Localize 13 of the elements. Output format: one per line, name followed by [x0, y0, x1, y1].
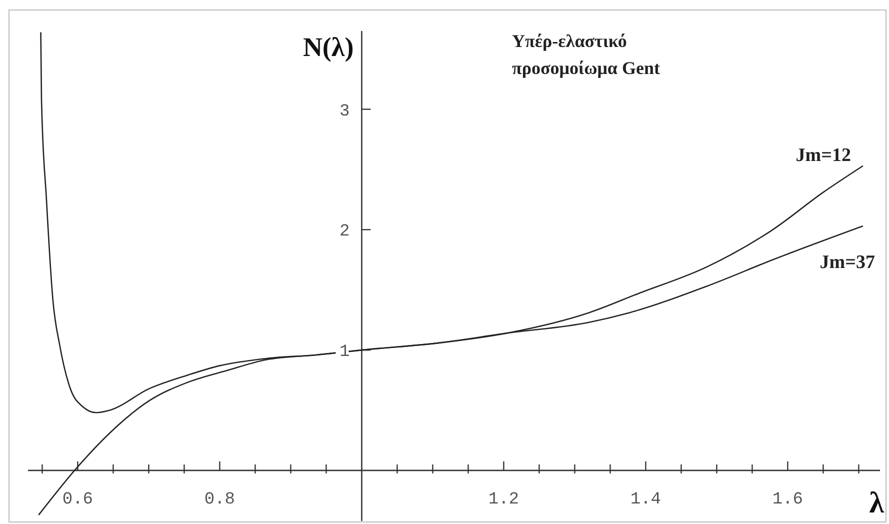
y-tick-label: 1 — [339, 343, 350, 362]
y-axis-title: N(λ) — [302, 32, 354, 62]
x-axis-title: λ — [869, 486, 884, 520]
x-tick-label: 0.8 — [204, 490, 236, 510]
y-tick-label: 2 — [339, 222, 350, 242]
x-tick-label: 1.2 — [488, 490, 520, 510]
x-tick-label: 1.4 — [630, 490, 662, 510]
x-tick-label: 1.6 — [772, 490, 804, 510]
series-label: Jm=37 — [820, 252, 876, 274]
y-tick-label: 3 — [339, 102, 350, 122]
text: Υπέρ-ελαστικό προσομοίωμα Gent — [512, 31, 660, 78]
x-tick-label: 0.6 — [62, 490, 94, 510]
series-label: Jm=12 — [796, 144, 851, 166]
